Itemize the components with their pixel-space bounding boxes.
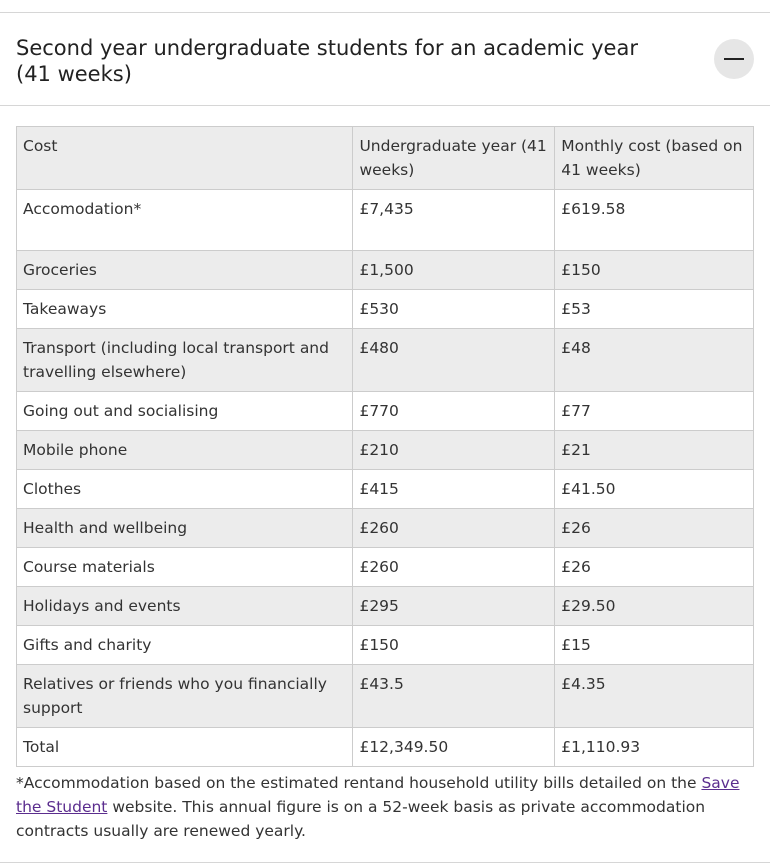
cost-cell: Health and wellbeing xyxy=(15,508,354,548)
annual-cell: £43.5 xyxy=(352,664,556,728)
annual-cell: £260 xyxy=(352,547,556,587)
table-row: Relatives or friends who you financially… xyxy=(15,664,754,728)
annual-cell: £7,435 xyxy=(352,189,556,251)
table-row: Health and wellbeing £260 £26 xyxy=(15,508,754,548)
annual-cell: £150 xyxy=(352,625,556,665)
cost-cell: Takeaways xyxy=(15,289,354,329)
monthly-cell: £48 xyxy=(554,328,754,392)
cost-cell: Groceries xyxy=(15,250,354,290)
footnote-text-before: *Accommodation based on the estimated re… xyxy=(16,774,702,792)
table-row: Going out and socialising £770 £77 xyxy=(15,391,754,431)
monthly-cell: £15 xyxy=(554,625,754,665)
monthly-cell: £26 xyxy=(554,508,754,548)
cost-cell: Total xyxy=(15,727,354,767)
table-row-total: Total £12,349.50 £1,110.93 xyxy=(15,727,754,767)
table-row: Mobile phone £210 £21 xyxy=(15,430,754,470)
cost-cell: Holidays and events xyxy=(15,586,354,626)
monthly-cell: £41.50 xyxy=(554,469,754,509)
monthly-cell: £4.35 xyxy=(554,664,754,728)
table-row: Takeaways £530 £53 xyxy=(15,289,754,329)
annual-cell: £1,500 xyxy=(352,250,556,290)
accordion-header[interactable]: Second year undergraduate students for a… xyxy=(0,13,770,105)
bottom-divider xyxy=(0,862,770,863)
cost-cell: Accomodation* xyxy=(15,189,354,251)
annual-cell: £12,349.50 xyxy=(352,727,556,767)
header-divider xyxy=(0,105,770,106)
annual-cell: £415 xyxy=(352,469,556,509)
table-row: Transport (including local transport and… xyxy=(15,328,754,392)
monthly-cell: £29.50 xyxy=(554,586,754,626)
cost-cell: Going out and socialising xyxy=(15,391,354,431)
monthly-cell: £26 xyxy=(554,547,754,587)
column-header-cost: Cost xyxy=(15,126,354,190)
accordion-title: Second year undergraduate students for a… xyxy=(16,36,638,86)
annual-cell: £210 xyxy=(352,430,556,470)
cost-cell: Clothes xyxy=(15,469,354,509)
cost-cell: Mobile phone xyxy=(15,430,354,470)
column-header-year: Undergraduate year (41 weeks) xyxy=(352,126,556,190)
cost-cell: Relatives or friends who you financially… xyxy=(15,664,354,728)
monthly-cell: £150 xyxy=(554,250,754,290)
collapse-button[interactable] xyxy=(714,39,754,79)
monthly-cell: £77 xyxy=(554,391,754,431)
annual-cell: £530 xyxy=(352,289,556,329)
monthly-cell: £53 xyxy=(554,289,754,329)
annual-cell: £770 xyxy=(352,391,556,431)
monthly-cell: £619.58 xyxy=(554,189,754,251)
cost-table: Cost Undergraduate year (41 weeks) Month… xyxy=(15,126,754,767)
minus-icon xyxy=(724,58,744,60)
footnote: *Accommodation based on the estimated re… xyxy=(16,771,756,843)
annual-cell: £260 xyxy=(352,508,556,548)
table-row: Groceries £1,500 £150 xyxy=(15,250,754,290)
table-row: Clothes £415 £41.50 xyxy=(15,469,754,509)
annual-cell: £480 xyxy=(352,328,556,392)
column-header-monthly: Monthly cost (based on 41 weeks) xyxy=(554,126,754,190)
table-row: Holidays and events £295 £29.50 xyxy=(15,586,754,626)
table-row: Course materials £260 £26 xyxy=(15,547,754,587)
cost-cell: Course materials xyxy=(15,547,354,587)
monthly-cell: £21 xyxy=(554,430,754,470)
table-header-row: Cost Undergraduate year (41 weeks) Month… xyxy=(15,126,754,190)
top-divider xyxy=(0,12,770,13)
monthly-cell: £1,110.93 xyxy=(554,727,754,767)
annual-cell: £295 xyxy=(352,586,556,626)
cost-cell: Transport (including local transport and… xyxy=(15,328,354,392)
cost-cell: Gifts and charity xyxy=(15,625,354,665)
save-the-student-link[interactable]: Save the Student xyxy=(16,774,740,816)
table-row: Accomodation* £7,435 £619.58 xyxy=(15,189,754,251)
table-row: Gifts and charity £150 £15 xyxy=(15,625,754,665)
footnote-text-after: website. This annual figure is on a 52-w… xyxy=(16,798,706,840)
